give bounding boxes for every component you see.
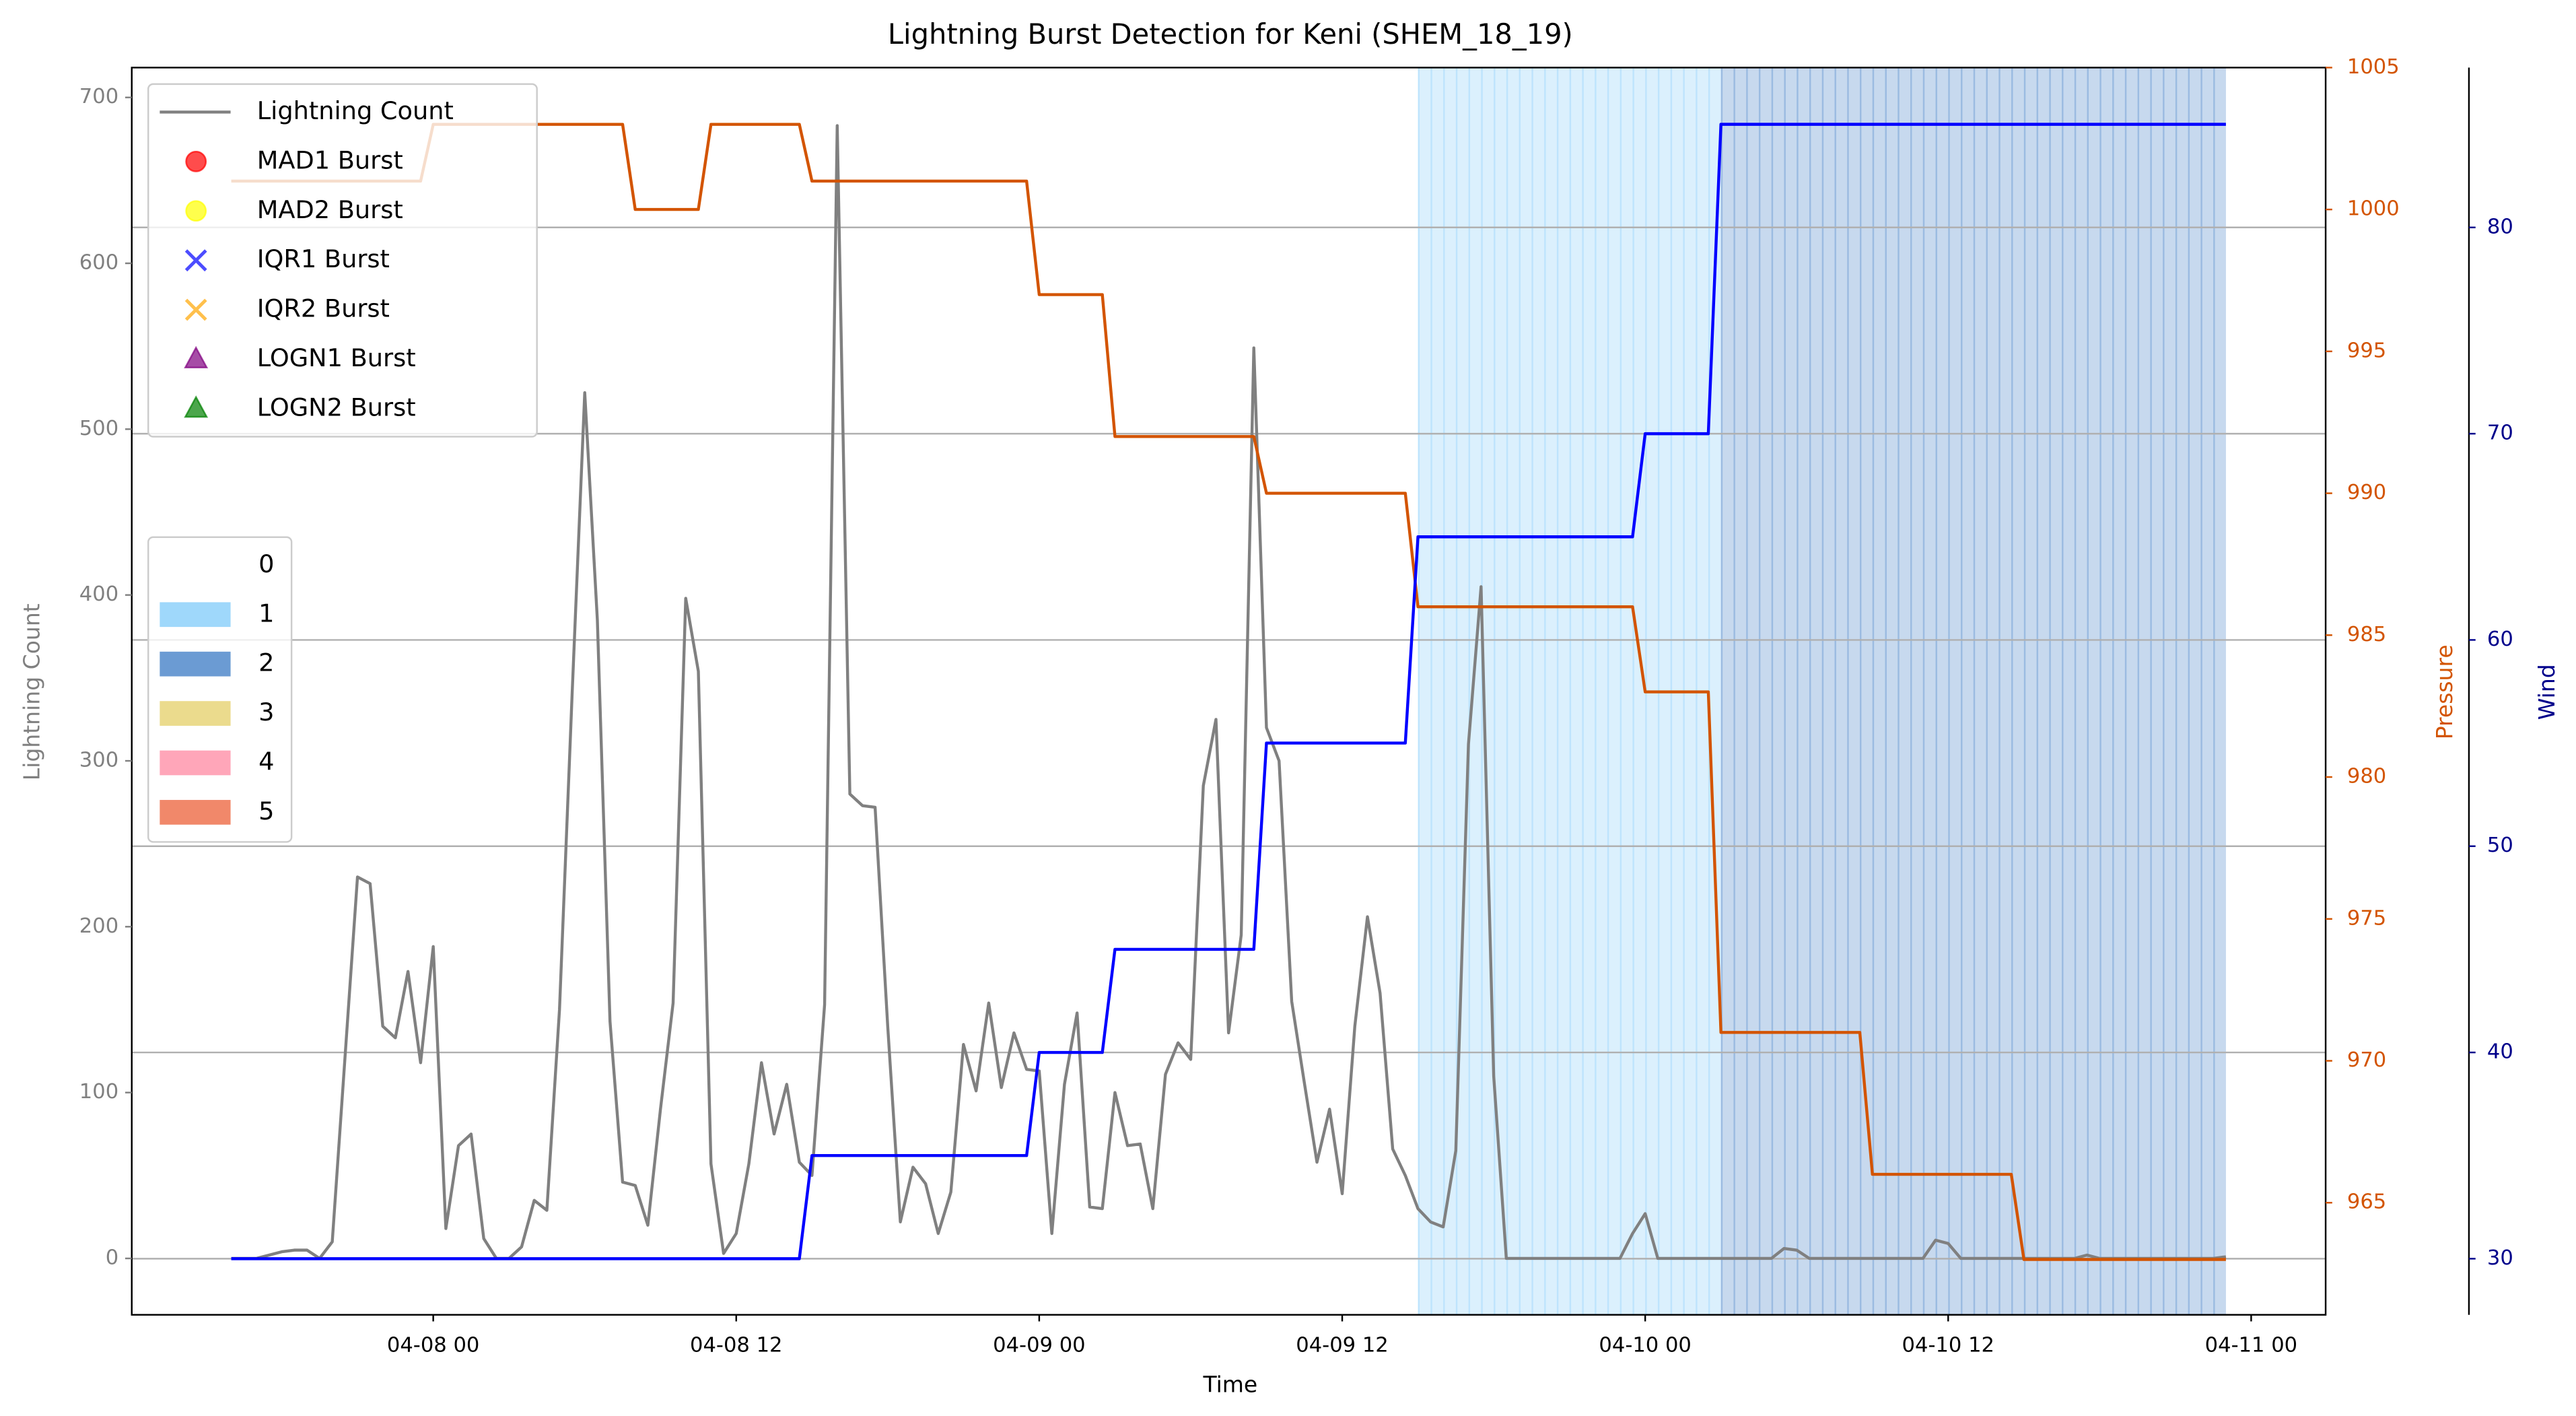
legend-marker <box>184 395 209 418</box>
y3-tick-label: 40 <box>2487 1040 2513 1064</box>
y2-tick-label: 975 <box>2347 906 2386 930</box>
y2-tick-label: 995 <box>2347 339 2386 362</box>
y-axis-title: Lightning Count <box>18 603 44 780</box>
series-line <box>231 123 2226 1260</box>
x-axis-title: Time <box>1202 1371 1257 1397</box>
x-tick-label: 04-10 00 <box>1599 1334 1691 1357</box>
legend-swatch <box>160 701 231 726</box>
legend-label: MAD1 Burst <box>257 145 403 174</box>
y3-tick-label: 30 <box>2487 1246 2513 1270</box>
legend-label: MAD2 Burst <box>257 195 403 224</box>
y-tick-label: 100 <box>79 1080 118 1104</box>
y3-tick-label: 70 <box>2487 422 2513 445</box>
y3-tick-label: 80 <box>2487 215 2513 238</box>
y-tick-label: 700 <box>79 85 118 108</box>
x-tick-label: 04-08 12 <box>690 1334 782 1357</box>
legend-marker <box>185 150 207 172</box>
y-tick-label: 400 <box>79 582 118 606</box>
legend-swatch <box>160 750 231 776</box>
y2-tick-label: 990 <box>2347 481 2386 504</box>
y3-tick-label: 60 <box>2487 628 2513 651</box>
legend-box <box>147 83 538 438</box>
span-hatch <box>1720 67 2226 1315</box>
x-tick-label: 04-11 00 <box>2205 1334 2297 1357</box>
legend-label: 5 <box>258 797 274 825</box>
x-tick-label: 04-10 12 <box>1902 1334 1994 1357</box>
legend-label: Lightning Count <box>257 96 454 125</box>
x-tick-label: 04-09 00 <box>993 1334 1085 1357</box>
legend-label: IQR2 Burst <box>257 294 390 323</box>
spans <box>1418 67 2226 1315</box>
x-tick-label: 04-09 12 <box>1296 1334 1388 1357</box>
legend-swatch <box>160 651 231 677</box>
y-tick-label: 200 <box>79 914 118 938</box>
y2-tick-label: 980 <box>2347 765 2386 788</box>
legend-label: 3 <box>258 698 274 727</box>
legend-marker <box>184 345 209 368</box>
y3-axis-title: Wind <box>2534 664 2560 720</box>
plot-frame <box>131 67 2327 1316</box>
axes: 04-08 00 04-08 12 04-09 00 04-09 12 04-10 00… <box>79 55 2513 1357</box>
series-line <box>231 123 2226 1261</box>
y-tick-label: 300 <box>79 748 118 772</box>
x-tick-label: 04-08 00 <box>387 1334 479 1357</box>
legend-label: LOGN2 Burst <box>257 393 416 422</box>
y-tick-label: 500 <box>79 417 118 440</box>
legend-swatch <box>160 552 231 578</box>
legend-swatch <box>160 800 231 825</box>
legend-label: LOGN1 Burst <box>257 343 416 372</box>
y2-tick-label: 1005 <box>2347 55 2400 79</box>
y2-tick-label: 970 <box>2347 1048 2386 1072</box>
y-tick-label: 600 <box>79 251 118 275</box>
legend-label: 0 <box>258 549 274 578</box>
legend-label: 2 <box>258 648 274 677</box>
y2-axis-title: Pressure <box>2431 644 2458 739</box>
legend: Lightning Count MAD1 Burst MAD2 Burst IQR1 … <box>147 83 538 843</box>
legend-marker <box>184 249 207 272</box>
chart-title: Lightning Burst Detection for Keni (SHEM… <box>888 18 1573 50</box>
lines <box>231 123 2227 1261</box>
y2-tick-label: 965 <box>2347 1190 2386 1214</box>
legend-label: IQR1 Burst <box>257 244 390 273</box>
y3-tick-label: 50 <box>2487 834 2513 857</box>
legend-label: 4 <box>258 747 274 776</box>
y2-tick-label: 985 <box>2347 623 2386 646</box>
legend-swatch <box>160 602 231 628</box>
y-tick-label: 0 <box>106 1246 118 1269</box>
legend-marker <box>184 298 207 321</box>
legend-label: 1 <box>258 599 274 628</box>
y2-tick-label: 1000 <box>2347 197 2400 221</box>
series-line <box>231 124 2227 1260</box>
legend-marker <box>185 200 207 222</box>
